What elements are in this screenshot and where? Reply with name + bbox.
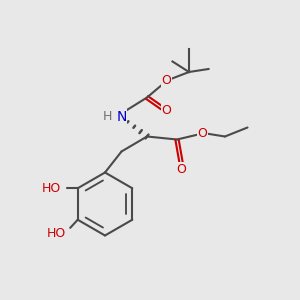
Text: O: O [198, 127, 207, 140]
Text: O: O [162, 74, 171, 88]
Text: HO: HO [42, 182, 61, 195]
Text: H: H [103, 110, 112, 124]
Text: N: N [116, 110, 127, 124]
Text: HO: HO [46, 227, 66, 240]
Text: O: O [177, 163, 186, 176]
Text: O: O [162, 104, 171, 118]
